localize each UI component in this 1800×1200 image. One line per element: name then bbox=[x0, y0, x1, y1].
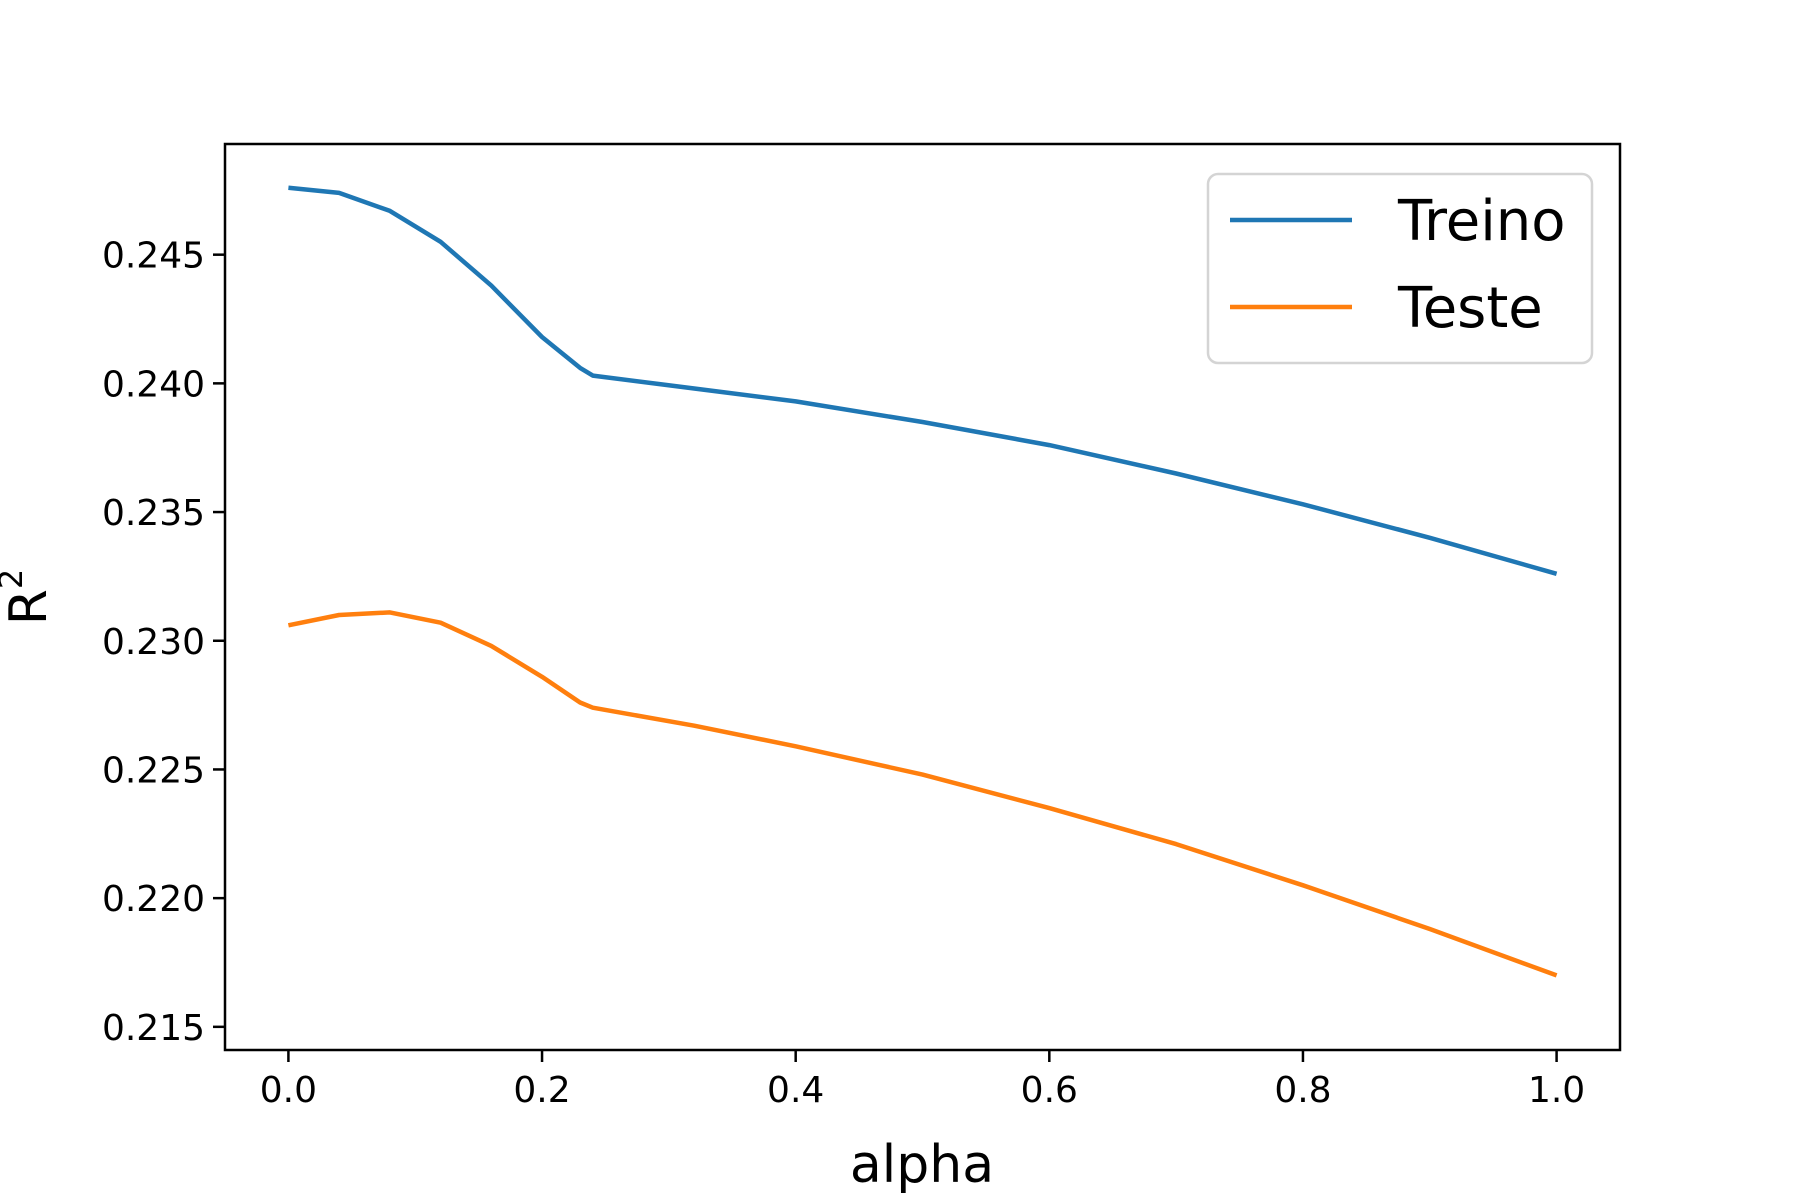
series-line-teste bbox=[287, 610, 1558, 978]
x-tick-label: 0.0 bbox=[260, 1070, 317, 1111]
x-axis-label: alpha bbox=[850, 1135, 994, 1195]
legend-label-teste: Teste bbox=[1397, 276, 1543, 341]
y-axis-ticks: 0.215 0.220 0.225 0.230 0.235 0.240 0.245 bbox=[102, 236, 225, 1049]
legend: Treino Teste bbox=[1206, 172, 1594, 365]
y-tick-label: 0.245 bbox=[102, 236, 205, 277]
y-tick-label: 0.220 bbox=[102, 879, 205, 920]
legend-label-treino: Treino bbox=[1397, 189, 1566, 254]
x-tick-label: 0.8 bbox=[1274, 1070, 1331, 1111]
y-tick-label: 0.240 bbox=[102, 364, 205, 405]
x-tick-label: 0.2 bbox=[513, 1070, 570, 1111]
series-lines bbox=[287, 185, 1558, 978]
y-tick-label: 0.230 bbox=[102, 622, 205, 663]
series-line-treino bbox=[288, 185, 1558, 576]
y-axis-label: R bbox=[0, 589, 59, 625]
svg-text:R2: R2 bbox=[0, 569, 59, 626]
y-tick-label: 0.215 bbox=[102, 1008, 205, 1049]
plot-area-frame bbox=[223, 142, 1622, 1052]
y-axis-label-superscript: 2 bbox=[0, 569, 30, 589]
y-axis-label-group: R2 bbox=[0, 569, 59, 626]
x-tick-label: 1.0 bbox=[1528, 1070, 1585, 1111]
y-tick-label: 0.225 bbox=[102, 750, 205, 791]
x-axis-ticks: 0.0 0.2 0.4 0.6 0.8 1.0 bbox=[260, 1050, 1585, 1111]
y-tick-label: 0.235 bbox=[102, 493, 205, 534]
x-tick-label: 0.6 bbox=[1021, 1070, 1078, 1111]
x-tick-label: 0.4 bbox=[767, 1070, 824, 1111]
